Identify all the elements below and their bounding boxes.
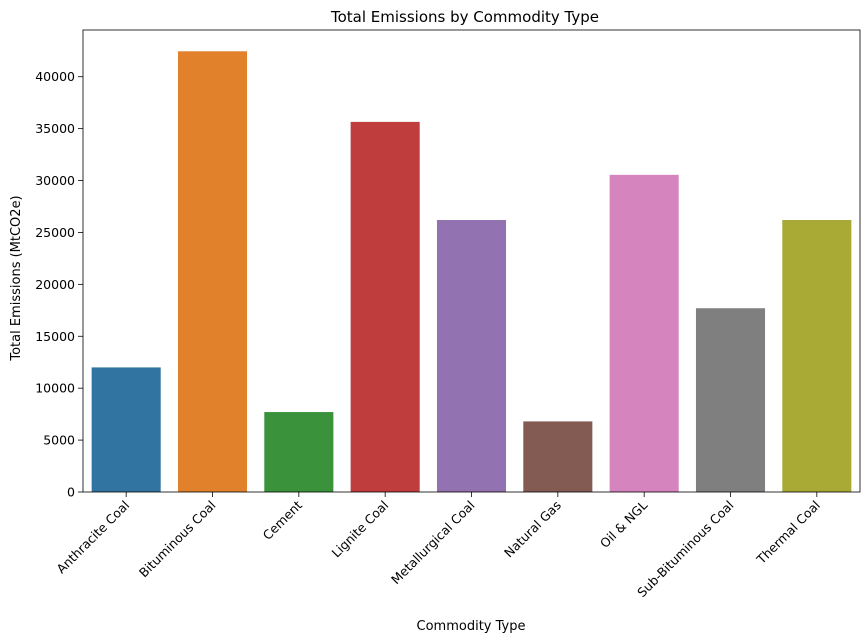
y-tick-label: 0	[67, 485, 75, 500]
x-axis-label: Commodity Type	[417, 619, 526, 634]
chart-title: Total Emissions by Commodity Type	[330, 8, 599, 26]
bar-thermal-coal	[782, 219, 852, 492]
x-tick-label: Sub-Bituminous Coal	[634, 498, 736, 600]
x-tick-label: Anthracite Coal	[53, 498, 132, 577]
bar-anthracite-coal	[91, 367, 161, 492]
x-tick-label: Natural Gas	[501, 498, 564, 561]
y-axis-ticks: 0 5000 10000 15000 20000 25000 30000 35000 40000	[35, 69, 83, 500]
x-tick-label: Thermal Coal	[753, 498, 823, 568]
y-tick-label: 35000	[35, 121, 75, 136]
bar-sub-bituminous-coal	[695, 308, 766, 492]
bar-natural-gas	[523, 421, 593, 492]
bar-bituminous-coal	[177, 51, 248, 493]
y-tick-label: 40000	[35, 69, 75, 84]
bars-group	[91, 51, 852, 493]
y-tick-label: 30000	[35, 173, 75, 188]
x-axis-ticks: Anthracite Coal Bituminous Coal Cement Lign…	[53, 492, 823, 600]
x-tick-label: Bituminous Coal	[136, 498, 219, 581]
x-tick-label: Oil & NGL	[597, 497, 650, 550]
bar-lignite-coal	[350, 121, 420, 493]
plot-frame	[82, 29, 861, 493]
bar-oil-ngl	[609, 174, 679, 492]
bar-cement	[264, 412, 334, 492]
y-tick-label: 25000	[35, 225, 75, 240]
x-tick-label: Cement	[260, 497, 305, 542]
bar-metallurgical-coal	[436, 219, 507, 492]
x-tick-label: Metallurgical Coal	[388, 498, 478, 588]
y-tick-label: 5000	[43, 433, 75, 448]
y-tick-label: 15000	[35, 329, 75, 344]
y-axis-label: Total Emissions (MtCO2e)	[9, 195, 24, 361]
y-tick-label: 20000	[35, 277, 75, 292]
x-tick-label: Lignite Coal	[328, 498, 391, 561]
y-tick-label: 10000	[35, 381, 75, 396]
